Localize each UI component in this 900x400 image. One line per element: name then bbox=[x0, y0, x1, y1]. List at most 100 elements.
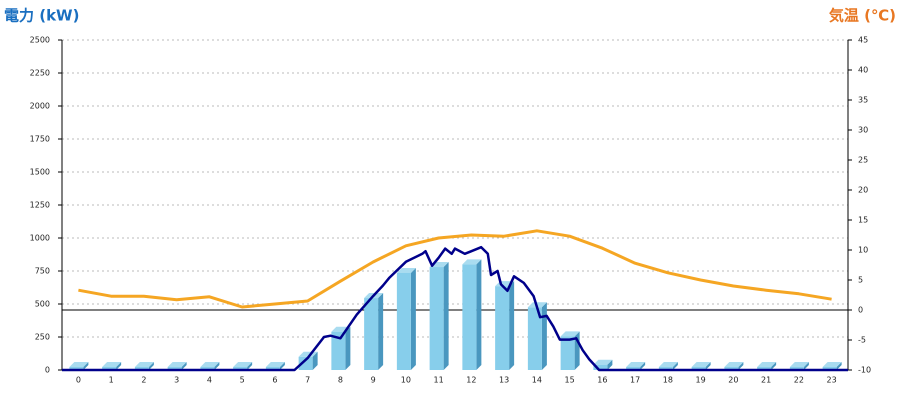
bar bbox=[233, 367, 248, 370]
y-tick-label: 1750 bbox=[30, 135, 50, 144]
bar-side bbox=[116, 362, 122, 370]
x-tick-label: 22 bbox=[794, 376, 804, 385]
bar bbox=[429, 267, 444, 370]
x-tick-label: 5 bbox=[240, 376, 245, 385]
y2-tick-label: 35 bbox=[858, 96, 868, 105]
y-tick-label: 2500 bbox=[30, 36, 50, 45]
x-tick-label: 11 bbox=[434, 376, 444, 385]
x-tick-label: 23 bbox=[827, 376, 837, 385]
bar-top bbox=[233, 362, 253, 367]
bar bbox=[822, 367, 837, 370]
y-tick-label: 750 bbox=[35, 267, 50, 276]
x-tick-label: 9 bbox=[371, 376, 376, 385]
bar-top bbox=[462, 259, 482, 265]
y-tick-label: 1500 bbox=[30, 168, 50, 177]
y2-tick-label: 25 bbox=[858, 156, 868, 165]
y2-tick-label: 45 bbox=[858, 36, 868, 45]
bar-side bbox=[476, 259, 482, 370]
bar-top bbox=[757, 362, 777, 367]
y2-tick-label: 5 bbox=[858, 276, 863, 285]
line bbox=[62, 245, 848, 372]
y-tick-label: 0 bbox=[45, 366, 50, 375]
x-tick-label: 20 bbox=[728, 376, 738, 385]
bar-side bbox=[247, 362, 253, 370]
y2-axis-title: 気温 (℃) bbox=[829, 7, 896, 25]
bar bbox=[134, 367, 149, 370]
bar bbox=[265, 367, 280, 370]
bar bbox=[102, 367, 117, 370]
bar-side bbox=[738, 362, 744, 370]
x-tick-label: 21 bbox=[761, 376, 771, 385]
bar-side bbox=[279, 362, 285, 370]
bar-top bbox=[200, 362, 220, 367]
y2-tick-label: 20 bbox=[858, 186, 868, 195]
bar-top bbox=[626, 362, 646, 367]
bar-top bbox=[593, 359, 613, 365]
x-tick-label: 16 bbox=[597, 376, 607, 385]
x-tick-label: 2 bbox=[141, 376, 146, 385]
bar bbox=[724, 367, 739, 370]
bar-top bbox=[789, 362, 809, 367]
y2-tick-label: 15 bbox=[858, 216, 868, 225]
bar bbox=[527, 307, 542, 370]
bar-side bbox=[148, 362, 154, 370]
y-tick-label: 2250 bbox=[30, 69, 50, 78]
bar bbox=[658, 367, 673, 370]
bar-side bbox=[214, 362, 220, 370]
bar-top bbox=[724, 362, 744, 367]
bar-top bbox=[396, 267, 416, 273]
x-tick-label: 0 bbox=[76, 376, 81, 385]
x-tick-label: 3 bbox=[174, 376, 179, 385]
bar-top bbox=[658, 362, 678, 367]
x-tick-label: 8 bbox=[338, 376, 343, 385]
bar bbox=[789, 367, 804, 370]
y2-tick-label: 10 bbox=[858, 246, 868, 255]
bar-top bbox=[822, 362, 842, 367]
bar-side bbox=[771, 362, 777, 370]
x-tick-label: 12 bbox=[466, 376, 476, 385]
x-tick-label: 19 bbox=[696, 376, 706, 385]
bar bbox=[200, 367, 215, 370]
bar-top bbox=[134, 362, 154, 367]
bar bbox=[167, 367, 182, 370]
bar bbox=[298, 356, 313, 370]
x-tick-label: 1 bbox=[109, 376, 114, 385]
bar-side bbox=[705, 362, 711, 370]
bar bbox=[560, 336, 575, 370]
bar-side bbox=[312, 351, 318, 370]
bar bbox=[593, 364, 608, 370]
y2-tick-label: 30 bbox=[858, 126, 868, 135]
bar-side bbox=[574, 331, 580, 370]
bar bbox=[495, 286, 510, 370]
bar bbox=[396, 272, 411, 370]
bar bbox=[691, 367, 706, 370]
bar-top bbox=[69, 362, 89, 367]
bar-side bbox=[607, 359, 613, 370]
bar bbox=[757, 367, 772, 370]
x-tick-label: 15 bbox=[565, 376, 575, 385]
bar bbox=[69, 367, 84, 370]
bar bbox=[626, 367, 641, 370]
x-tick-label: 10 bbox=[401, 376, 411, 385]
bar-side bbox=[672, 362, 678, 370]
bar-side bbox=[83, 362, 89, 370]
y2-tick-label: -10 bbox=[858, 366, 871, 375]
line bbox=[78, 229, 832, 309]
y-tick-label: 500 bbox=[35, 300, 50, 309]
y-tick-label: 1000 bbox=[30, 234, 50, 243]
x-tick-label: 14 bbox=[532, 376, 542, 385]
y-tick-label: 2000 bbox=[30, 102, 50, 111]
x-tick-label: 13 bbox=[499, 376, 509, 385]
bar-side bbox=[836, 362, 842, 370]
y-tick-label: 1250 bbox=[30, 201, 50, 210]
x-tick-label: 4 bbox=[207, 376, 212, 385]
y-tick-label: 250 bbox=[35, 333, 50, 342]
bar-side bbox=[345, 326, 351, 370]
x-tick-label: 6 bbox=[272, 376, 277, 385]
bar-side bbox=[541, 302, 547, 370]
bar-side bbox=[181, 362, 187, 370]
bar bbox=[462, 264, 477, 370]
bar bbox=[364, 298, 379, 370]
bar-top bbox=[560, 331, 580, 337]
